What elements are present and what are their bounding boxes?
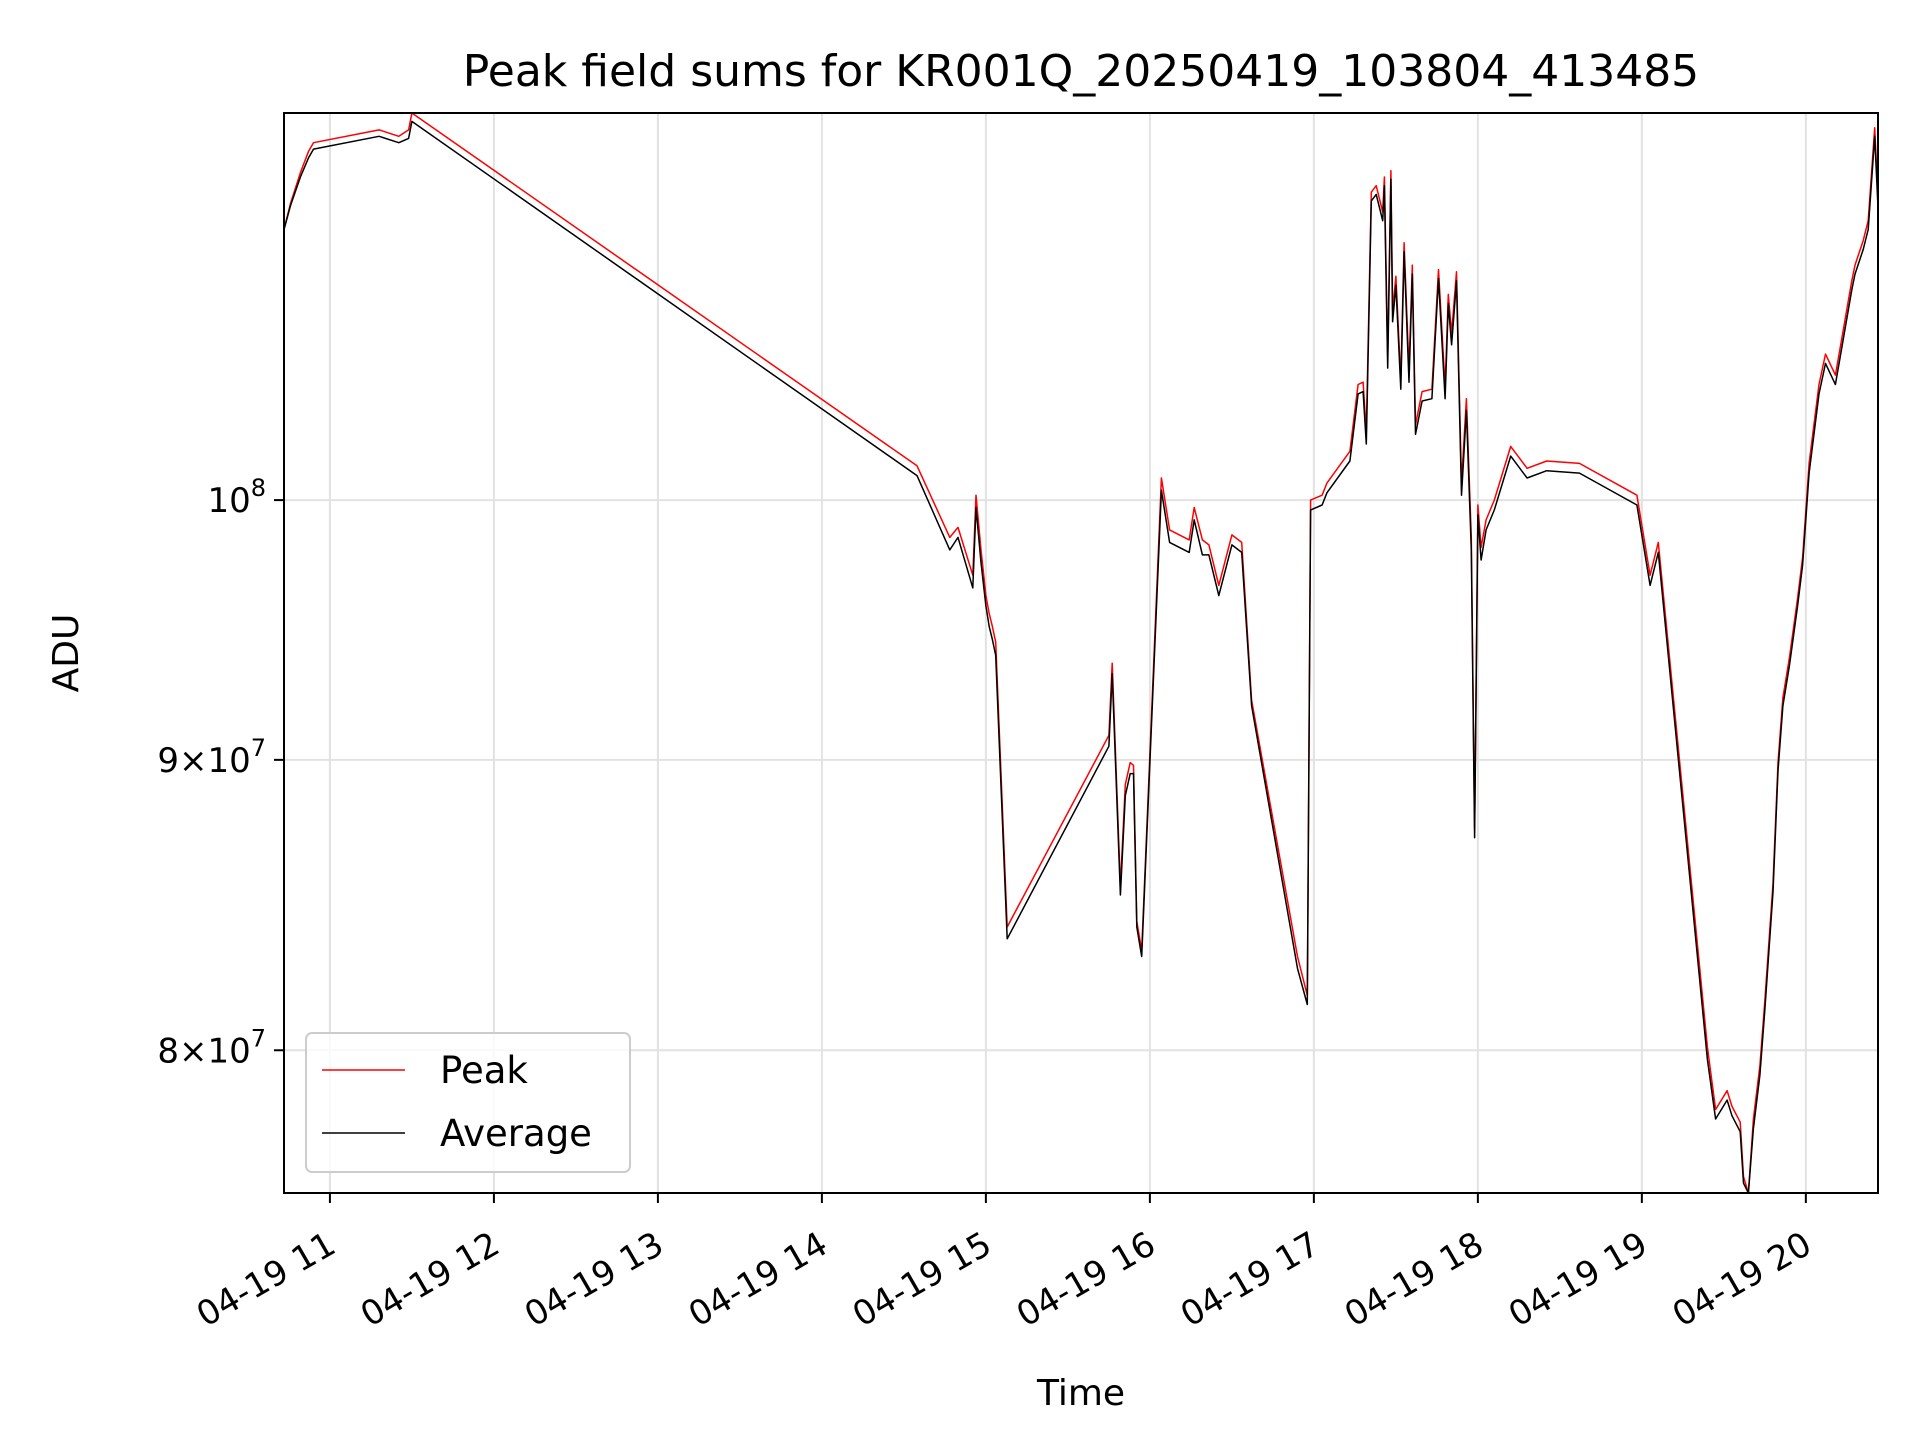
x-axis-label: Time: [1036, 1373, 1125, 1414]
series-layer: [284, 113, 1878, 1193]
legend-box: [305, 1032, 631, 1173]
y-axis-label: ADU: [46, 614, 87, 693]
series-line-average: [284, 120, 1878, 1193]
legend: Peak Average: [305, 1032, 631, 1173]
legend-label-peak: Peak: [440, 1049, 528, 1092]
y-tick-label: 8×107: [157, 1024, 266, 1071]
series-group: [284, 113, 1878, 1193]
plot-frame: [283, 112, 1879, 1194]
y-tick-label: 9×107: [157, 734, 266, 781]
y-tick-label: 108: [207, 474, 266, 521]
legend-label-average: Average: [440, 1112, 592, 1155]
chart-title: Peak field sums for KR001Q_20250419_1038…: [463, 46, 1699, 97]
y-axis: 8×107 9×107 108: [157, 474, 284, 1071]
